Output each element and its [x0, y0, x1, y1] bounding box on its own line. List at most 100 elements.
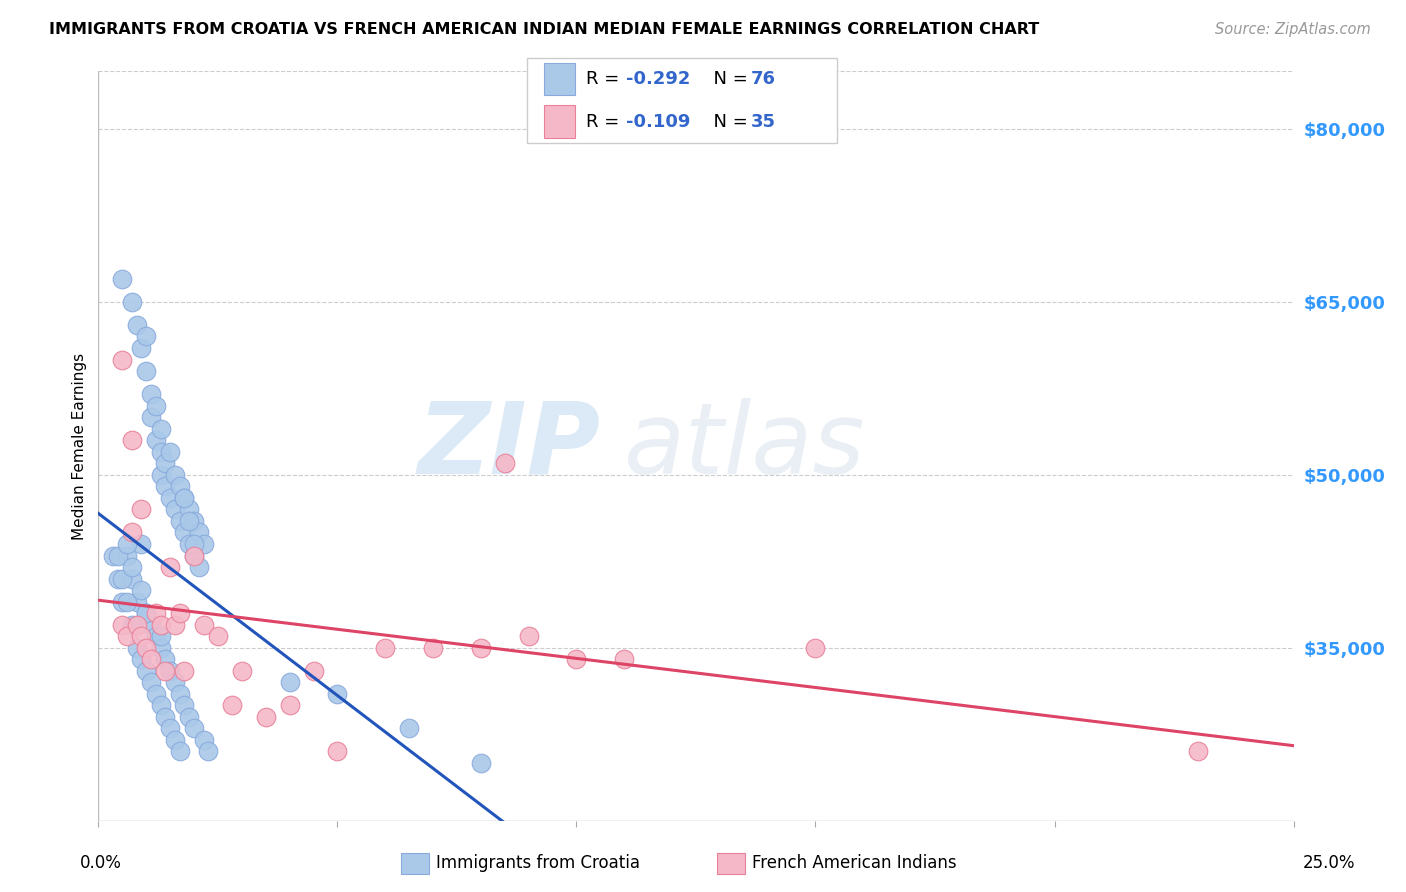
Point	[326, 744, 349, 758]
Point	[565, 652, 588, 666]
Point	[149, 444, 172, 458]
Point	[131, 652, 153, 666]
Point	[173, 664, 195, 678]
Point	[131, 341, 153, 355]
Point	[131, 629, 153, 643]
Point	[149, 617, 172, 632]
Point	[179, 537, 201, 551]
Point	[302, 664, 325, 678]
Point	[115, 594, 138, 608]
Point	[183, 549, 205, 563]
Point	[131, 537, 153, 551]
Point	[115, 549, 138, 563]
Point	[111, 272, 134, 286]
Point	[121, 560, 143, 574]
Point	[804, 640, 827, 655]
Point	[183, 722, 205, 736]
Point	[159, 444, 181, 458]
Point	[163, 675, 186, 690]
Point	[197, 744, 219, 758]
Point	[121, 434, 143, 448]
Text: -0.292: -0.292	[626, 70, 690, 88]
Point	[1187, 744, 1209, 758]
Point	[149, 629, 172, 643]
Point	[173, 698, 195, 713]
Point	[135, 640, 157, 655]
Point	[374, 640, 396, 655]
Point	[169, 744, 191, 758]
Point	[139, 652, 162, 666]
Point	[398, 722, 420, 736]
Text: Immigrants from Croatia: Immigrants from Croatia	[436, 855, 640, 872]
Point	[155, 710, 177, 724]
Text: 25.0%: 25.0%	[1302, 855, 1355, 872]
Point	[159, 491, 181, 505]
Point	[179, 502, 201, 516]
Point	[131, 502, 153, 516]
Point	[159, 722, 181, 736]
Point	[169, 687, 191, 701]
Point	[135, 664, 157, 678]
Point	[179, 514, 201, 528]
Point	[159, 664, 181, 678]
Point	[326, 687, 349, 701]
Point	[155, 456, 177, 470]
Point	[135, 606, 157, 620]
Point	[125, 617, 148, 632]
Point	[155, 479, 177, 493]
Point	[169, 514, 191, 528]
Point	[221, 698, 243, 713]
Point	[183, 514, 205, 528]
Point	[254, 710, 277, 724]
Point	[422, 640, 444, 655]
Point	[121, 572, 143, 586]
Point	[613, 652, 636, 666]
Point	[173, 491, 195, 505]
Y-axis label: Median Female Earnings: Median Female Earnings	[72, 352, 87, 540]
Point	[135, 364, 157, 378]
Point	[149, 467, 172, 482]
Point	[111, 617, 134, 632]
Point	[111, 572, 134, 586]
Text: N =: N =	[702, 70, 754, 88]
Point	[159, 560, 181, 574]
Point	[139, 387, 162, 401]
Point	[121, 294, 143, 309]
Point	[163, 617, 186, 632]
Point	[145, 606, 167, 620]
Text: IMMIGRANTS FROM CROATIA VS FRENCH AMERICAN INDIAN MEDIAN FEMALE EARNINGS CORRELA: IMMIGRANTS FROM CROATIA VS FRENCH AMERIC…	[49, 22, 1039, 37]
Point	[115, 537, 138, 551]
Text: -0.109: -0.109	[626, 112, 690, 130]
Point	[139, 675, 162, 690]
Point	[187, 525, 209, 540]
Text: R =: R =	[586, 112, 626, 130]
Text: Source: ZipAtlas.com: Source: ZipAtlas.com	[1215, 22, 1371, 37]
Point	[163, 467, 186, 482]
Point	[163, 733, 186, 747]
Point	[125, 318, 148, 332]
Point	[135, 329, 157, 343]
Point	[139, 617, 162, 632]
Point	[187, 560, 209, 574]
Point	[121, 617, 143, 632]
Text: ZIP: ZIP	[418, 398, 600, 494]
Point	[207, 629, 229, 643]
Text: N =: N =	[702, 112, 754, 130]
Text: 76: 76	[751, 70, 776, 88]
Point	[149, 640, 172, 655]
Point	[131, 583, 153, 598]
Point	[125, 594, 148, 608]
Point	[125, 640, 148, 655]
Point	[155, 664, 177, 678]
Point	[193, 733, 215, 747]
Point	[169, 606, 191, 620]
Point	[149, 422, 172, 436]
Point	[145, 434, 167, 448]
Point	[231, 664, 253, 678]
Point	[173, 525, 195, 540]
Point	[121, 525, 143, 540]
Text: 35: 35	[751, 112, 776, 130]
Point	[155, 652, 177, 666]
Point	[470, 756, 492, 770]
Point	[145, 399, 167, 413]
